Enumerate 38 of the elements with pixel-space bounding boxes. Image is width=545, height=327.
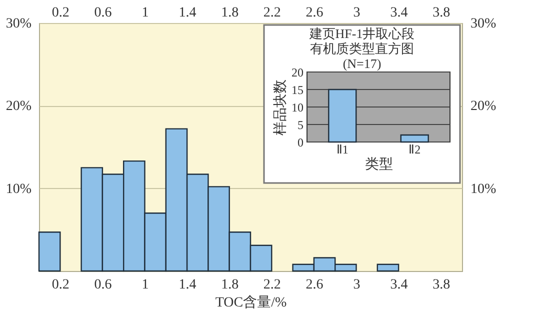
chart-subtitle: (N=17)	[342, 56, 382, 71]
x-tick-label: Ⅱ1	[336, 142, 348, 156]
y-tick-label: 20	[292, 66, 304, 80]
x-tick-label: 0.2	[52, 6, 70, 20]
y-tick-label: 20%	[6, 99, 32, 114]
y-tick-label: 10%	[6, 182, 32, 197]
x2-tick-label: 1	[142, 278, 149, 292]
x-tick-label: 3.8	[432, 6, 450, 20]
x2-tick-label: 3	[353, 278, 360, 292]
x2-tick-label: 0.2	[52, 278, 70, 292]
x2-tick-label: 2.6	[306, 278, 324, 292]
y-axis-title: 样品块数	[272, 80, 288, 136]
x2-tick-label: 1.8	[221, 278, 239, 292]
y2-tick-label: 10%	[470, 182, 496, 197]
x2-tick-label: 0.6	[94, 278, 112, 292]
y-tick-label: 10	[292, 100, 304, 114]
x2-tick-label: 1.4	[178, 278, 196, 292]
y2-tick-label: 30%	[470, 16, 496, 32]
x-axis-title: 类型	[365, 156, 393, 172]
x-tick-label: 1	[142, 6, 149, 20]
x-tick-label: 0.6	[94, 6, 112, 20]
x-tick-label: Ⅱ2	[408, 142, 421, 156]
y-tick-label: 15	[292, 83, 304, 97]
x-tick-label: 3.4	[390, 6, 408, 20]
chart-title: 建页HF-1井取心段有机质类型直方图	[308, 26, 415, 56]
x-tick-label: 2.2	[263, 6, 281, 20]
x-tick-label: 1.4	[178, 6, 196, 20]
y2-tick-label: 20%	[470, 99, 496, 114]
x2-tick-label: 3.8	[432, 278, 450, 292]
y-tick-label: 0	[298, 136, 304, 150]
x-tick-label: 2.6	[306, 6, 324, 20]
x-axis-title: TOC含量/%	[215, 294, 287, 310]
x2-tick-label: 3.4	[390, 278, 408, 292]
y-tick-label: 5	[298, 118, 304, 132]
y-tick-label: 30%	[6, 16, 32, 32]
x-tick-label: 1.8	[221, 6, 239, 20]
x2-tick-label: 2.2	[263, 278, 281, 292]
x-tick-label: 3	[353, 6, 360, 20]
